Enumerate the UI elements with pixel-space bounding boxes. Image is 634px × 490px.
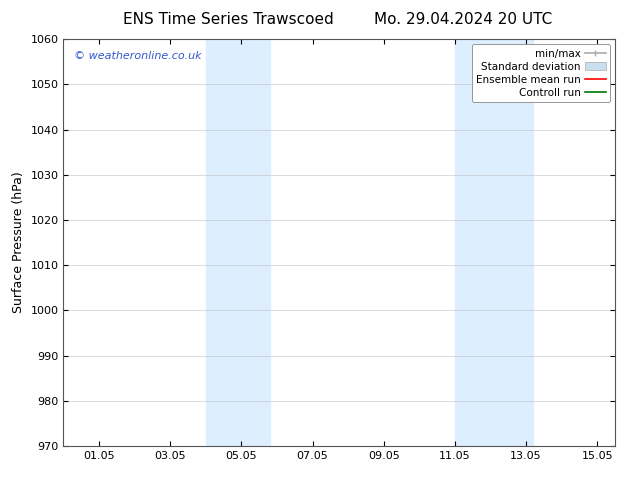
Text: Mo. 29.04.2024 20 UTC: Mo. 29.04.2024 20 UTC <box>373 12 552 27</box>
Text: © weatheronline.co.uk: © weatheronline.co.uk <box>74 51 202 61</box>
Legend: min/max, Standard deviation, Ensemble mean run, Controll run: min/max, Standard deviation, Ensemble me… <box>472 45 610 102</box>
Y-axis label: Surface Pressure (hPa): Surface Pressure (hPa) <box>12 172 25 314</box>
Bar <box>206 39 270 446</box>
Text: ENS Time Series Trawscoed: ENS Time Series Trawscoed <box>123 12 333 27</box>
Bar <box>455 39 533 446</box>
